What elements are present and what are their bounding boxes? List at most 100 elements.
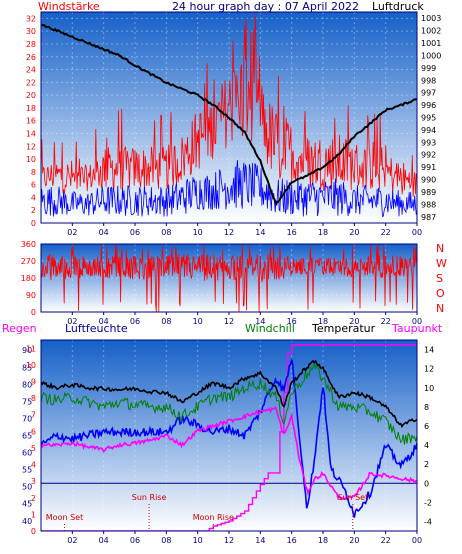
y-tick-label-humidity: 80 bbox=[22, 380, 32, 389]
y-tick-label-pressure: 999 bbox=[421, 64, 436, 73]
y-tick-label-pressure: 1001 bbox=[421, 39, 441, 48]
y-tick-label-humidity: 75 bbox=[22, 397, 32, 406]
series-humidity bbox=[41, 359, 417, 518]
y-tick-label-pressure: 997 bbox=[421, 89, 436, 98]
event-label: Sun Rise bbox=[132, 493, 167, 502]
series-temperature bbox=[41, 359, 417, 428]
x-tick-label: 02 bbox=[67, 317, 77, 326]
series-windchill bbox=[41, 361, 417, 445]
event-label: Moon Rise bbox=[193, 513, 234, 522]
x-tick-label: 22 bbox=[381, 228, 391, 237]
y-tick-label-wind: 0 bbox=[31, 219, 36, 228]
y-tick-label-humidity: 55 bbox=[22, 466, 32, 475]
grid-layer bbox=[41, 12, 417, 531]
y-tick-label-pressure: 991 bbox=[421, 163, 436, 172]
y-tick-label-humidity: 50 bbox=[22, 483, 32, 492]
y-tick-label-wind: 32 bbox=[26, 14, 36, 23]
x-tick-label: 12 bbox=[224, 317, 234, 326]
y-tick-label-wind: 24 bbox=[26, 66, 36, 75]
y-tick-label-rain: 10 bbox=[26, 361, 36, 370]
x-tick-label: 14 bbox=[255, 536, 265, 545]
y-tick-label-humidity: 90 bbox=[22, 346, 32, 355]
x-tick-label: 22 bbox=[381, 317, 391, 326]
x-tick-label: 16 bbox=[287, 317, 297, 326]
y-tick-label-rain: 11 bbox=[26, 344, 36, 353]
y-tick-label-direction: 90 bbox=[26, 291, 36, 300]
x-tick-label: 12 bbox=[224, 228, 234, 237]
y-tick-label-compass: O bbox=[436, 287, 445, 300]
y-tick-label-wind: 6 bbox=[31, 181, 36, 190]
x-tick-label: 14 bbox=[255, 317, 265, 326]
axes-layer: 0246810121416182022242628303298798898999… bbox=[21, 11, 447, 545]
x-tick-label: 10 bbox=[193, 317, 203, 326]
panel-1-plot bbox=[41, 14, 417, 218]
y-tick-label-wind: 8 bbox=[31, 168, 36, 177]
y-tick-label-compass: N bbox=[436, 302, 444, 315]
y-tick-label-compass: N bbox=[436, 242, 444, 255]
label-dewpoint: Taupunkt bbox=[391, 322, 443, 335]
y-tick-label-temperature: 0 bbox=[424, 479, 429, 488]
x-tick-label: 18 bbox=[318, 228, 328, 237]
x-tick-label: 08 bbox=[161, 228, 171, 237]
y-tick-label-humidity: 60 bbox=[22, 449, 32, 458]
label-humidity: Luftfeuchte bbox=[65, 322, 128, 335]
y-tick-label-wind: 10 bbox=[26, 155, 36, 164]
y-tick-label-direction: 360 bbox=[21, 240, 36, 249]
y-tick-label-pressure: 996 bbox=[421, 101, 436, 110]
y-tick-label-wind: 12 bbox=[26, 142, 36, 151]
x-tick-label: 20 bbox=[349, 536, 359, 545]
y-tick-label-rain: 5 bbox=[31, 444, 36, 453]
panel-3-background bbox=[41, 340, 417, 531]
y-tick-label-pressure: 987 bbox=[421, 213, 436, 222]
y-tick-label-wind: 22 bbox=[26, 78, 36, 87]
x-tick-label: 06 bbox=[130, 317, 140, 326]
y-tick-label-pressure: 1003 bbox=[421, 14, 441, 23]
series-rain bbox=[41, 344, 417, 531]
y-tick-label-rain: 2 bbox=[31, 494, 36, 503]
series-wind-direction bbox=[41, 244, 417, 312]
y-tick-label-wind: 4 bbox=[31, 193, 36, 202]
series-wind-base bbox=[41, 159, 417, 218]
y-tick-label-temperature: 8 bbox=[424, 403, 429, 412]
x-tick-label: 00 bbox=[412, 228, 422, 237]
x-tick-label: 18 bbox=[318, 536, 328, 545]
y-tick-label-pressure: 990 bbox=[421, 176, 436, 185]
x-tick-label: 20 bbox=[349, 317, 359, 326]
y-tick-label-temperature: 12 bbox=[424, 365, 434, 374]
y-tick-label-humidity: 40 bbox=[22, 517, 32, 526]
x-tick-label: 16 bbox=[287, 536, 297, 545]
series-wind bbox=[41, 14, 417, 197]
x-tick-label: 10 bbox=[193, 228, 203, 237]
y-tick-label-direction: 0 bbox=[31, 308, 36, 317]
y-tick-label-direction: 270 bbox=[21, 257, 36, 266]
y-tick-label-pressure: 989 bbox=[421, 188, 436, 197]
y-tick-label-temperature: -2 bbox=[424, 498, 432, 507]
y-tick-label-humidity: 85 bbox=[22, 363, 32, 372]
event-label: Moon Set bbox=[46, 513, 83, 522]
y-tick-label-rain: 8 bbox=[31, 394, 36, 403]
x-tick-label: 04 bbox=[99, 228, 109, 237]
x-tick-label: 04 bbox=[99, 536, 109, 545]
y-tick-label-humidity: 45 bbox=[22, 500, 32, 509]
x-tick-label: 12 bbox=[224, 536, 234, 545]
x-tick-label: 22 bbox=[381, 536, 391, 545]
y-tick-label-compass: W bbox=[436, 257, 447, 270]
y-tick-label-pressure: 988 bbox=[421, 200, 436, 209]
x-tick-label: 06 bbox=[130, 536, 140, 545]
y-tick-label-wind: 20 bbox=[26, 91, 36, 100]
x-tick-label: 04 bbox=[99, 317, 109, 326]
y-tick-label-wind: 30 bbox=[26, 27, 36, 36]
y-tick-label-rain: 6 bbox=[31, 427, 36, 436]
y-tick-label-rain: 7 bbox=[31, 411, 36, 420]
y-tick-label-wind: 18 bbox=[26, 104, 36, 113]
y-tick-label-pressure: 993 bbox=[421, 138, 436, 147]
y-tick-label-rain: 1 bbox=[31, 510, 36, 519]
header-left-label: Windstärke bbox=[38, 0, 100, 13]
x-tick-label: 10 bbox=[193, 536, 203, 545]
y-tick-label-wind: 16 bbox=[26, 117, 36, 126]
x-tick-label: 02 bbox=[67, 228, 77, 237]
y-tick-label-direction: 180 bbox=[21, 274, 36, 283]
y-tick-label-wind: 26 bbox=[26, 53, 36, 62]
y-tick-label-rain: 4 bbox=[31, 461, 36, 470]
